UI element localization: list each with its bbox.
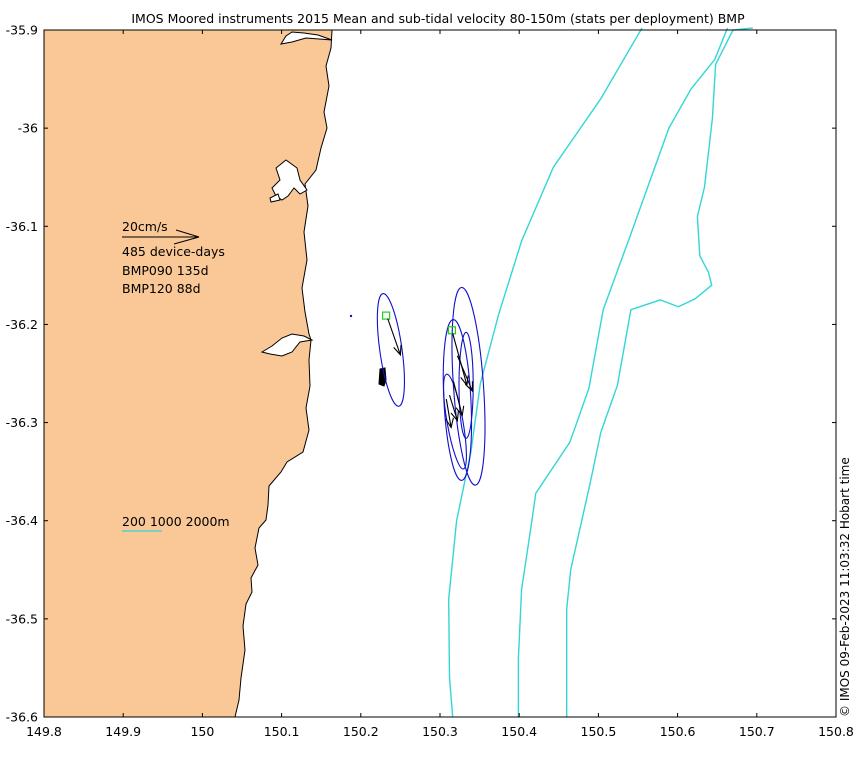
isobath-layer xyxy=(447,27,753,718)
site-marker-bmp090 xyxy=(382,311,391,320)
y-tick-label: -36 xyxy=(18,121,38,136)
y-tick-label: -36.5 xyxy=(6,611,38,626)
chart-title: IMOS Moored instruments 2015 Mean and su… xyxy=(131,11,745,26)
y-axis: -35.9 -36 -36.1 -36.2 -36.3 -36.4 -36.5 -36.6 xyxy=(6,23,836,725)
velocity-scale-legend: 20cm/s 485 device-days BMP090 135d BMP12… xyxy=(122,219,225,296)
isobath-200m xyxy=(447,27,643,718)
y-tick-label: -36.1 xyxy=(6,219,38,234)
variance-ellipse-5 xyxy=(443,373,467,470)
x-tick-label: 150.2 xyxy=(343,724,379,739)
y-tick-label: -36.2 xyxy=(6,317,38,332)
x-tick-label: 150.3 xyxy=(422,724,458,739)
x-tick-label: 150.1 xyxy=(264,724,300,739)
variance-ellipse-4 xyxy=(458,331,474,439)
estuary-inlet-small xyxy=(269,193,281,203)
x-tick-label: 150.6 xyxy=(660,724,696,739)
variance-ellipse-2 xyxy=(451,286,486,486)
isobath-legend-label: 200 1000 2000m xyxy=(122,514,230,529)
x-tick-label: 150.5 xyxy=(581,724,617,739)
y-tick-label: -36.3 xyxy=(6,415,38,430)
device-days-label: 485 device-days xyxy=(122,244,225,259)
velocity-arrow-1 xyxy=(387,318,402,357)
small-dot-marker xyxy=(349,314,353,318)
velocity-arrow-5 xyxy=(448,394,459,422)
arrow-layer xyxy=(387,318,474,429)
plot-area: 20cm/s 485 device-days BMP090 135d BMP12… xyxy=(43,27,837,718)
x-tick-label: 150.8 xyxy=(818,724,854,739)
scale-arrow xyxy=(122,229,200,245)
isobath-2000m xyxy=(566,27,753,717)
timestamp-label: © IMOS 09-Feb-2023 11:03:32 Hobart time xyxy=(838,457,852,717)
deployment-label-1: BMP090 135d xyxy=(122,263,209,278)
variance-ellipse-1 xyxy=(376,292,405,407)
x-tick-label: 150.7 xyxy=(739,724,775,739)
ellipse-layer xyxy=(376,286,486,486)
x-tick-label: 149.9 xyxy=(105,724,141,739)
y-tick-label: -36.6 xyxy=(6,710,38,725)
y-tick-label: -35.9 xyxy=(6,23,38,38)
estuary-middle xyxy=(271,159,308,201)
site-marker-bmp120 xyxy=(447,326,456,335)
estuary-north xyxy=(279,31,333,45)
velocity-arrow-6 xyxy=(445,398,454,429)
scale-label: 20cm/s xyxy=(122,219,168,234)
site-layer xyxy=(382,311,456,335)
isobath-legend: 200 1000 2000m xyxy=(122,514,230,532)
isobath-1000m xyxy=(517,27,729,717)
island xyxy=(378,367,387,387)
x-tick-label: 149.8 xyxy=(26,724,62,739)
x-tick-label: 150.4 xyxy=(501,724,537,739)
x-tick-label: 150 xyxy=(190,724,214,739)
x-axis: 149.8 149.9 150 150.1 150.2 150.3 150.4 150.5 15… xyxy=(26,30,854,739)
deployment-label-2: BMP120 88d xyxy=(122,281,201,296)
land-mass xyxy=(43,29,333,718)
velocity-arrow-4 xyxy=(452,381,465,418)
velocity-arrow-3 xyxy=(456,355,474,393)
estuary-south xyxy=(260,333,314,357)
y-tick-label: -36.4 xyxy=(6,513,38,528)
